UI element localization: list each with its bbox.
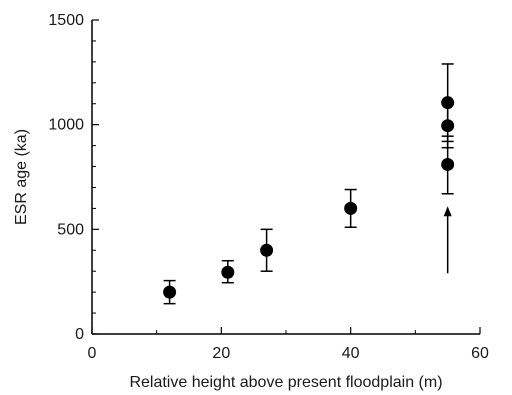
y-tick-label: 1000 [48,117,84,134]
y-tick-label: 1500 [48,12,84,29]
x-tick-label: 20 [212,345,230,362]
data-point [163,285,177,299]
data-point [344,201,358,215]
arrow-annotation [443,206,452,274]
y-tick-label: 0 [75,326,84,343]
data-point [441,157,455,171]
data-point [260,243,274,257]
x-tick-label: 60 [471,345,489,362]
data-point [221,265,235,279]
x-tick-label: 40 [342,345,360,362]
data-point [441,96,455,110]
data-point [441,119,455,133]
x-tick-label: 0 [88,345,97,362]
y-tick-label: 500 [57,221,84,238]
x-axis-title: Relative height above present floodplain… [129,374,442,391]
y-axis-title: ESR age (ka) [13,129,30,225]
